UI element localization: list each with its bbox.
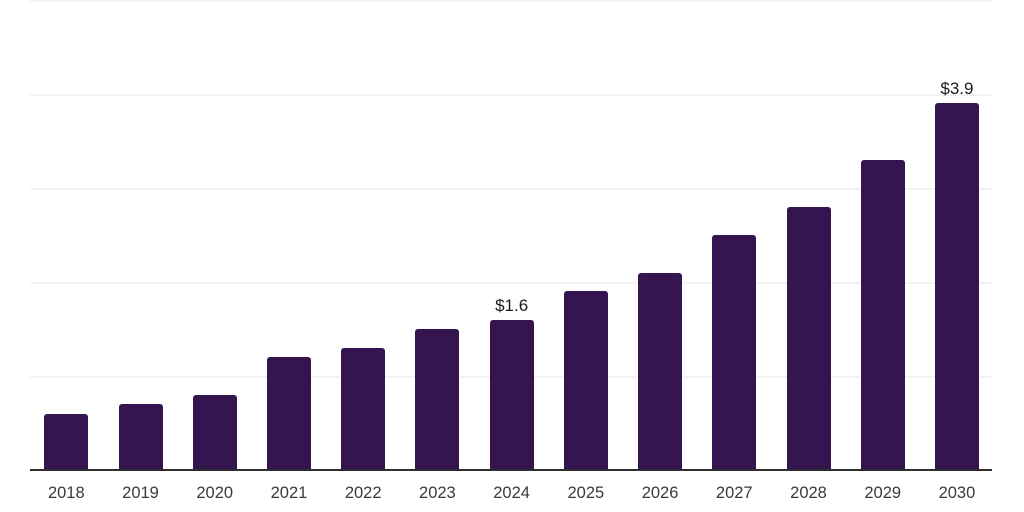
bar-2024 bbox=[489, 319, 534, 470]
x-tick-2027: 2027 bbox=[715, 484, 753, 502]
x-tick-2025: 2025 bbox=[567, 484, 605, 502]
bar-2020 bbox=[192, 394, 237, 470]
bar-2025 bbox=[563, 291, 608, 470]
bar-2028 bbox=[786, 206, 831, 470]
x-tick-2018: 2018 bbox=[47, 484, 85, 502]
bar-2027 bbox=[712, 235, 757, 470]
x-tick-2023: 2023 bbox=[419, 484, 456, 502]
x-axis-line bbox=[30, 469, 992, 471]
gridline-5 bbox=[30, 0, 992, 2]
x-tick-2019: 2019 bbox=[122, 484, 159, 502]
x-tick-2022: 2022 bbox=[344, 484, 382, 502]
gridline-4 bbox=[30, 94, 992, 96]
x-tick-2021: 2021 bbox=[270, 484, 308, 502]
bar-2026 bbox=[638, 272, 683, 470]
x-tick-2026: 2026 bbox=[641, 484, 679, 502]
x-tick-2029: 2029 bbox=[864, 484, 902, 502]
bar-2030 bbox=[934, 103, 979, 470]
x-tick-2030: 2030 bbox=[938, 484, 976, 502]
gridline-3 bbox=[30, 188, 992, 190]
bar-2018 bbox=[44, 413, 89, 470]
x-tick-2028: 2028 bbox=[790, 484, 827, 502]
bar-2019 bbox=[118, 404, 163, 470]
bar-2022 bbox=[341, 347, 386, 470]
data-label-2030: $3.9 bbox=[940, 79, 974, 99]
data-label-2024: $1.6 bbox=[495, 295, 529, 315]
bar-2029 bbox=[860, 159, 905, 470]
gridline-2 bbox=[30, 282, 992, 284]
bar-2023 bbox=[415, 329, 460, 470]
x-tick-2024: 2024 bbox=[493, 484, 530, 502]
x-tick-2020: 2020 bbox=[196, 484, 234, 502]
plot-area bbox=[30, 0, 992, 471]
bar-2021 bbox=[266, 357, 311, 470]
